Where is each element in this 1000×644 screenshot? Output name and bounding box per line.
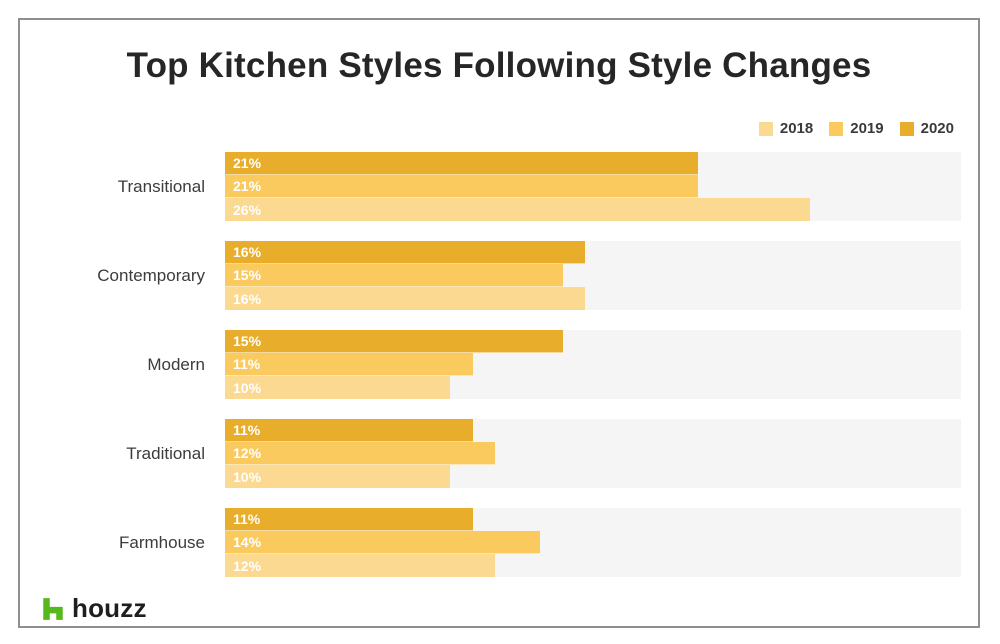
bar-2019: 14% bbox=[225, 531, 541, 554]
bar-value-label: 21% bbox=[233, 178, 262, 194]
legend-swatch-2020 bbox=[899, 121, 914, 136]
bar-value-label: 14% bbox=[233, 534, 262, 550]
legend-item-2020: 2020 bbox=[899, 120, 954, 137]
bar-value-label: 12% bbox=[233, 445, 262, 461]
bar-value-label: 10% bbox=[233, 468, 262, 485]
bar-track: 21% 21% 26% bbox=[225, 152, 961, 221]
bar-2018: 10% bbox=[225, 376, 451, 399]
bar-value-label: 26% bbox=[233, 201, 262, 218]
chart-frame: Top Kitchen Styles Following Style Chang… bbox=[18, 18, 980, 628]
category-label: Transitional bbox=[117, 176, 205, 196]
legend-swatch-2019 bbox=[829, 121, 844, 136]
chart-row-contemporary: Contemporary 16% 15% 16% bbox=[20, 241, 961, 310]
legend: 2018 2019 2020 bbox=[758, 120, 954, 137]
bar-value-label: 11% bbox=[233, 511, 261, 527]
bar-value-label: 15% bbox=[233, 267, 262, 283]
houzz-logo: houzz bbox=[40, 593, 147, 624]
category-label: Farmhouse bbox=[119, 532, 205, 552]
bar-value-label: 12% bbox=[233, 557, 262, 574]
bar-2018: 16% bbox=[225, 287, 586, 310]
bar-2018: 10% bbox=[225, 465, 451, 488]
bar-value-label: 15% bbox=[233, 333, 262, 349]
bar-value-label: 11% bbox=[233, 356, 261, 372]
bar-2020: 21% bbox=[225, 152, 698, 175]
bar-track: 11% 14% 12% bbox=[225, 508, 961, 577]
bar-2020: 11% bbox=[225, 419, 473, 442]
chart-row-farmhouse: Farmhouse 11% 14% 12% bbox=[20, 508, 961, 577]
bar-value-label: 16% bbox=[233, 290, 262, 307]
bar-2019: 15% bbox=[225, 264, 563, 287]
bar-chart: Transitional 21% 21% 26% Contemporary 16… bbox=[20, 152, 961, 597]
bar-value-label: 11% bbox=[233, 422, 261, 438]
bar-value-label: 21% bbox=[233, 155, 262, 171]
bar-2018: 26% bbox=[225, 198, 811, 221]
bar-track: 11% 12% 10% bbox=[225, 419, 961, 488]
legend-label-2019: 2019 bbox=[850, 120, 884, 137]
chart-title: Top Kitchen Styles Following Style Chang… bbox=[126, 46, 872, 85]
legend-label-2020: 2020 bbox=[920, 120, 954, 137]
houzz-logo-icon bbox=[43, 597, 63, 620]
chart-row-modern: Modern 15% 11% 10% bbox=[20, 330, 961, 399]
bar-track: 16% 15% 16% bbox=[225, 241, 961, 310]
chart-row-transitional: Transitional 21% 21% 26% bbox=[20, 152, 961, 221]
bar-2019: 21% bbox=[225, 175, 698, 198]
bar-2020: 16% bbox=[225, 241, 586, 264]
category-label: Traditional bbox=[126, 443, 205, 463]
category-label: Modern bbox=[147, 354, 205, 374]
houzz-logo-text: houzz bbox=[72, 593, 147, 623]
bar-2019: 12% bbox=[225, 442, 496, 465]
legend-label-2018: 2018 bbox=[779, 120, 814, 137]
chart-row-traditional: Traditional 11% 12% 10% bbox=[20, 419, 961, 488]
legend-item-2019: 2019 bbox=[829, 120, 884, 137]
bar-track: 15% 11% 10% bbox=[225, 330, 961, 399]
bar-2020: 15% bbox=[225, 330, 563, 353]
bar-2018: 12% bbox=[225, 554, 496, 577]
category-label: Contemporary bbox=[97, 265, 205, 285]
bar-2019: 11% bbox=[225, 353, 473, 376]
bar-value-label: 16% bbox=[233, 244, 262, 260]
bar-2020: 11% bbox=[225, 508, 473, 531]
legend-swatch-2018 bbox=[758, 121, 773, 136]
bar-value-label: 10% bbox=[233, 379, 262, 396]
legend-item-2018: 2018 bbox=[758, 120, 814, 137]
